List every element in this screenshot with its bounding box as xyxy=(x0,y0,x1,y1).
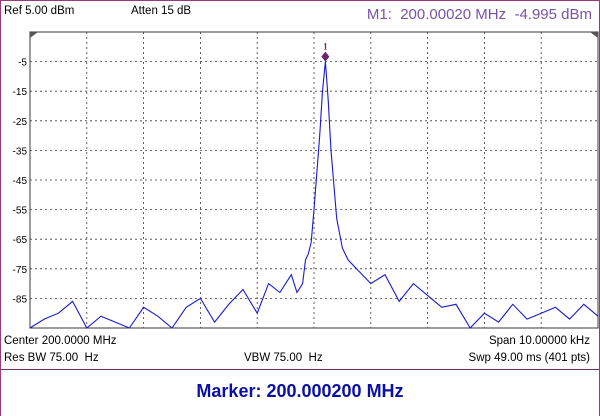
y-tick-label: -55 xyxy=(13,206,28,217)
y-tick-label: -65 xyxy=(13,235,28,246)
center-frequency: Center 200.0000 MHz xyxy=(4,335,117,347)
grid xyxy=(29,31,599,329)
ref-level-readout: Ref 5.00 dBm xyxy=(4,5,75,17)
y-tick-label: -35 xyxy=(13,146,28,157)
res-bw-readout: Res BW 75.00 Hz xyxy=(4,352,99,364)
status-header: Ref 5.00 dBm Atten 15 dB M1: 200.00020 M… xyxy=(0,0,600,28)
marker-readout: M1: 200.00020 MHz -4.995 dBm xyxy=(366,6,592,23)
marker-bar: Marker: 200.000200 MHz xyxy=(1,369,599,416)
spectrum-trace xyxy=(29,61,599,329)
y-tick-label: -45 xyxy=(13,176,28,187)
corner-tab-right xyxy=(590,32,598,38)
spectrum-plot[interactable]: -5 -15 -25 -35 -45 -55 -65 -75 -85 1 xyxy=(0,28,600,333)
y-tick-label: -15 xyxy=(13,87,28,98)
marker-diamond-icon[interactable] xyxy=(321,51,330,62)
sweep-readout: Swp 49.00 ms (401 pts) xyxy=(468,352,590,364)
corner-tab-left xyxy=(30,32,38,38)
y-tick-labels: -5 -15 -25 -35 -45 -55 -65 -75 -85 xyxy=(13,58,28,306)
y-tick-label: -5 xyxy=(18,58,27,69)
y-tick-label: -25 xyxy=(13,117,28,128)
vbw-readout: VBW 75.00 Hz xyxy=(244,352,323,364)
marker-1[interactable]: 1 xyxy=(321,42,330,62)
attenuation-readout: Atten 15 dB xyxy=(131,5,192,17)
marker-number-label: 1 xyxy=(323,42,328,52)
marker-label: Marker: xyxy=(196,381,262,401)
y-tick-label: -75 xyxy=(13,265,28,276)
marker-value: 200.000200 MHz xyxy=(266,381,404,401)
span-readout: Span 10.00000 kHz xyxy=(488,335,590,347)
marker-frequency-display: Marker: 200.000200 MHz xyxy=(1,381,599,402)
y-tick-label: -85 xyxy=(13,294,28,305)
